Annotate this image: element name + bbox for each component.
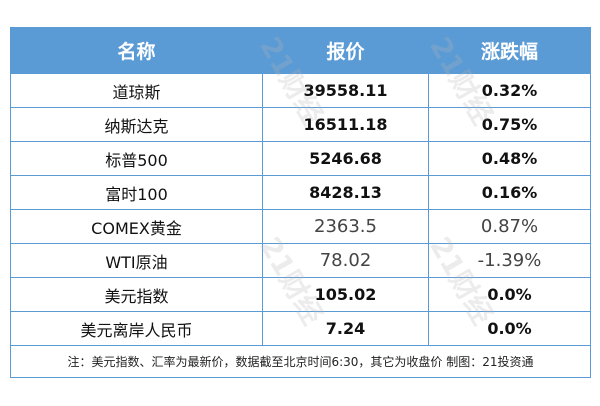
table-row: 美元指数 105.02 0.0% xyxy=(10,277,591,312)
row-name: 标普500 xyxy=(10,141,263,176)
row-change: 0.48% xyxy=(428,141,591,176)
table-row: 道琼斯 39558.11 0.32% xyxy=(10,73,591,108)
row-price: 5246.68 xyxy=(262,141,429,176)
row-change: -1.39% xyxy=(428,243,591,278)
row-name: 美元离岸人民币 xyxy=(10,311,263,346)
note-row: 注：美元指数、汇率为最新价，数据截至北京时间6:30，其它为收盘价 制图：21投… xyxy=(10,345,591,378)
table-row: 纳斯达克 16511.18 0.75% xyxy=(10,107,591,142)
row-change: 0.32% xyxy=(428,73,591,108)
header-price: 报价 xyxy=(262,27,429,74)
header-name: 名称 xyxy=(10,27,263,74)
footnote: 注：美元指数、汇率为最新价，数据截至北京时间6:30，其它为收盘价 制图：21投… xyxy=(10,345,591,378)
table-row: 富时100 8428.13 0.16% xyxy=(10,175,591,210)
row-name: 美元指数 xyxy=(10,277,263,312)
row-change: 0.16% xyxy=(428,175,591,210)
row-name: COMEX黄金 xyxy=(10,209,263,244)
market-table: 名称 报价 涨跌幅 道琼斯 39558.11 0.32% 纳斯达克 16511.18 0… xyxy=(10,27,591,378)
table-row: WTI原油 78.02 -1.39% xyxy=(10,243,591,278)
row-price: 105.02 xyxy=(262,277,429,312)
row-price: 7.24 xyxy=(262,311,429,346)
row-change: 0.0% xyxy=(428,311,591,346)
row-change: 0.87% xyxy=(428,209,591,244)
row-name: 纳斯达克 xyxy=(10,107,263,142)
row-change: 0.0% xyxy=(428,277,591,312)
row-name: 富时100 xyxy=(10,175,263,210)
row-price: 39558.11 xyxy=(262,73,429,108)
row-name: WTI原油 xyxy=(10,243,263,278)
row-price: 78.02 xyxy=(262,243,429,278)
header-change: 涨跌幅 xyxy=(428,27,591,74)
row-price: 2363.5 xyxy=(262,209,429,244)
table-header: 名称 报价 涨跌幅 xyxy=(10,27,591,74)
row-change: 0.75% xyxy=(428,107,591,142)
row-name: 道琼斯 xyxy=(10,73,263,108)
row-price: 16511.18 xyxy=(262,107,429,142)
table-row: 标普500 5246.68 0.48% xyxy=(10,141,591,176)
table-row: 美元离岸人民币 7.24 0.0% xyxy=(10,311,591,346)
table-row: COMEX黄金 2363.5 0.87% xyxy=(10,209,591,244)
row-price: 8428.13 xyxy=(262,175,429,210)
